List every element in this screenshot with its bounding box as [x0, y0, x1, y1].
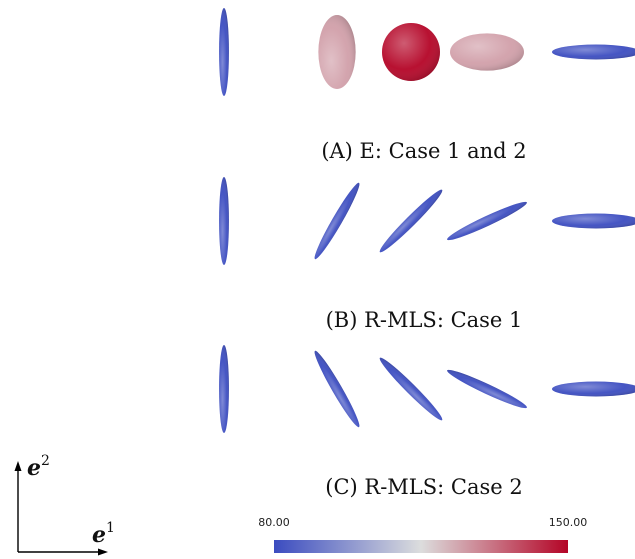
ellipsoid-shading	[450, 33, 524, 71]
colorbar-min-label: 80.00	[258, 516, 290, 529]
ellipsoid-shading	[552, 44, 635, 60]
ellipsoid-glyph	[450, 33, 524, 71]
ellipsoid-glyph	[219, 177, 229, 265]
ellipsoid-glyph	[447, 369, 527, 409]
ellipsoid-shading	[314, 182, 360, 260]
ellipsoid-shading	[552, 381, 635, 397]
ellipsoid-shading	[447, 369, 527, 409]
ellipsoid-row-a	[219, 8, 635, 96]
caption-a: (A) E: Case 1 and 2	[321, 139, 526, 163]
colorbar-gradient	[274, 540, 568, 553]
ellipsoid-glyph	[379, 189, 443, 253]
ellipsoid-shading	[219, 8, 229, 96]
ellipsoid-glyph	[219, 8, 229, 96]
e2-arrowhead	[14, 461, 22, 471]
e1-label: e1	[92, 520, 115, 548]
caption-c: (C) R-MLS: Case 2	[325, 475, 522, 499]
e1-arrowhead	[98, 548, 108, 556]
ellipsoid-glyph	[314, 350, 360, 428]
ellipsoid-shading	[219, 177, 229, 265]
caption-b: (B) R-MLS: Case 1	[326, 308, 523, 332]
ellipsoid-glyph	[314, 182, 360, 260]
ellipsoid-shading	[219, 345, 229, 433]
ellipsoid-glyph	[382, 23, 440, 81]
ellipsoid-rows	[219, 8, 635, 433]
ellipsoid-shading	[314, 350, 360, 428]
ellipsoid-shading	[379, 189, 443, 253]
ellipsoid-glyph	[379, 357, 443, 421]
ellipsoid-glyph	[447, 201, 527, 241]
ellipsoid-glyph	[219, 345, 229, 433]
ellipsoid-glyph	[318, 15, 356, 89]
e2-label: e2	[27, 453, 50, 481]
ellipsoid-row-c	[219, 345, 635, 433]
colorbar: 80.00 150.00	[258, 516, 587, 553]
ellipsoid-glyph	[552, 44, 635, 60]
ellipsoid-glyph	[552, 213, 635, 229]
ellipsoid-shading	[447, 201, 527, 241]
ellipsoid-row-b	[219, 177, 635, 265]
coordinate-axes: e2 e1	[14, 453, 115, 556]
ellipsoid-shading	[552, 213, 635, 229]
colorbar-max-label: 150.00	[549, 516, 588, 529]
ellipsoid-glyph	[552, 381, 635, 397]
ellipsoid-shading	[379, 357, 443, 421]
ellipsoid-shading	[318, 15, 356, 89]
ellipsoid-shading	[382, 23, 440, 81]
